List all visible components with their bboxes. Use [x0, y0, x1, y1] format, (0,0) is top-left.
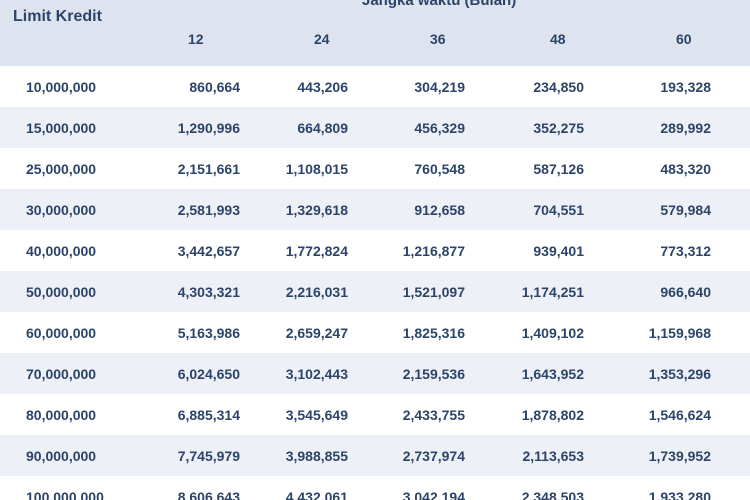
installment-cell-60: 483,320 [660, 161, 711, 177]
installment-cell-60: 773,312 [660, 243, 711, 259]
term-header-60: 60 [676, 31, 692, 47]
installment-cell-36: 456,329 [414, 120, 465, 136]
installment-cell-36: 3,042,194 [402, 489, 465, 500]
installment-cell-48: 1,174,251 [521, 284, 584, 300]
installment-cell-24: 1,108,015 [285, 161, 348, 177]
limit-kredit-cell: 30,000,000 [26, 202, 97, 218]
term-header-48: 48 [550, 31, 566, 47]
installment-cell-48: 704,551 [533, 202, 584, 218]
limit-kredit-cell: 15,000,000 [26, 120, 97, 136]
installment-cell-48: 1,643,952 [521, 366, 584, 382]
installment-cell-24: 1,329,618 [285, 202, 348, 218]
table-row: 50,000,000 4,303,321 2,216,031 1,521,097 1,1… [0, 271, 750, 312]
installment-cell-36: 760,548 [414, 161, 465, 177]
installment-cell-60: 1,546,624 [648, 407, 711, 423]
installment-cell-12: 7,745,979 [177, 448, 240, 464]
installment-cell-60: 193,328 [660, 79, 711, 95]
limit-kredit-header: Limit Kredit [13, 8, 102, 25]
installment-cell-48: 234,850 [533, 79, 584, 95]
installment-cell-60: 289,992 [660, 120, 711, 136]
installment-cell-24: 443,206 [297, 79, 348, 95]
installment-cell-60: 966,640 [660, 284, 711, 300]
installment-cell-24: 1,772,824 [285, 243, 348, 259]
installment-cell-36: 1,825,316 [402, 325, 465, 341]
installment-cell-36: 2,737,974 [402, 448, 465, 464]
installment-cell-60: 1,353,296 [648, 366, 711, 382]
installment-cell-36: 912,658 [414, 202, 465, 218]
installment-cell-12: 8,606,643 [177, 489, 240, 500]
table-row: 80,000,000 6,885,314 3,545,649 2,433,755 1,8… [0, 394, 750, 435]
table-row: 60,000,000 5,163,986 2,659,247 1,825,316 1,4… [0, 312, 750, 353]
limit-kredit-cell: 60,000,000 [26, 325, 97, 341]
installment-cell-24: 2,659,247 [285, 325, 348, 341]
installment-cell-48: 939,401 [533, 243, 584, 259]
installment-cell-60: 1,159,968 [648, 325, 711, 341]
installment-cell-60: 579,984 [660, 202, 711, 218]
installment-cell-36: 2,433,755 [402, 407, 465, 423]
term-header-24: 24 [314, 31, 330, 47]
term-header-12: 12 [188, 31, 204, 47]
table-row: 30,000,000 2,581,993 1,329,618 912,658 704,5… [0, 189, 750, 230]
limit-kredit-cell: 100,000,000 [26, 489, 104, 500]
installment-cell-48: 587,126 [533, 161, 584, 177]
installment-cell-12: 860,664 [189, 79, 240, 95]
limit-kredit-cell: 90,000,000 [26, 448, 97, 464]
installment-cell-12: 2,581,993 [177, 202, 240, 218]
table-row: 100,000,000 8,606,643 4,432,061 3,042,194 2,… [0, 476, 750, 500]
table-row: 40,000,000 3,442,657 1,772,824 1,216,877 939… [0, 230, 750, 271]
table-header: Limit Kredit Jangka waktu (Bulan) 12 24 … [0, 0, 750, 66]
installment-cell-24: 664,809 [297, 120, 348, 136]
table-row: 10,000,000 860,664 443,206 304,219 234,850 19… [0, 66, 750, 107]
limit-kredit-cell: 40,000,000 [26, 243, 97, 259]
installment-cell-60: 1,739,952 [648, 448, 711, 464]
installment-cell-12: 3,442,657 [177, 243, 240, 259]
installment-cell-24: 3,988,855 [285, 448, 348, 464]
installment-cell-12: 2,151,661 [177, 161, 240, 177]
installment-cell-48: 352,275 [533, 120, 584, 136]
installment-cell-12: 4,303,321 [177, 284, 240, 300]
limit-kredit-cell: 10,000,000 [26, 79, 97, 95]
installment-cell-48: 1,878,802 [521, 407, 584, 423]
limit-kredit-cell: 25,000,000 [26, 161, 97, 177]
installment-cell-12: 6,024,650 [177, 366, 240, 382]
installment-cell-48: 2,113,653 [522, 448, 584, 464]
installment-cell-24: 4,432,061 [285, 489, 348, 500]
installment-cell-36: 1,521,097 [402, 284, 465, 300]
installment-cell-36: 1,216,877 [402, 243, 465, 259]
table-row: 70,000,000 6,024,650 3,102,443 2,159,536 1,6… [0, 353, 750, 394]
installment-cell-36: 304,219 [414, 79, 465, 95]
table-row: 15,000,000 1,290,996 664,809 456,329 352,275… [0, 107, 750, 148]
installment-cell-12: 6,885,314 [177, 407, 240, 423]
installment-cell-48: 2,348,503 [521, 489, 584, 500]
table-row: 25,000,000 2,151,661 1,108,015 760,548 587,1… [0, 148, 750, 189]
term-group-header: Jangka waktu (Bulan) [362, 0, 517, 9]
installment-cell-24: 3,545,649 [285, 407, 348, 423]
installment-cell-24: 2,216,031 [285, 284, 348, 300]
term-header-36: 36 [430, 31, 446, 47]
installment-cell-12: 5,163,986 [177, 325, 240, 341]
limit-kredit-cell: 80,000,000 [26, 407, 97, 423]
installment-cell-60: 1,933,280 [648, 489, 711, 500]
installment-cell-36: 2,159,536 [402, 366, 465, 382]
table-row: 90,000,000 7,745,979 3,988,855 2,737,974 2,1… [0, 435, 750, 476]
installment-cell-12: 1,290,996 [177, 120, 240, 136]
installment-cell-48: 1,409,102 [521, 325, 584, 341]
limit-kredit-cell: 70,000,000 [26, 366, 97, 382]
limit-kredit-cell: 50,000,000 [26, 284, 97, 300]
installment-cell-24: 3,102,443 [285, 366, 348, 382]
